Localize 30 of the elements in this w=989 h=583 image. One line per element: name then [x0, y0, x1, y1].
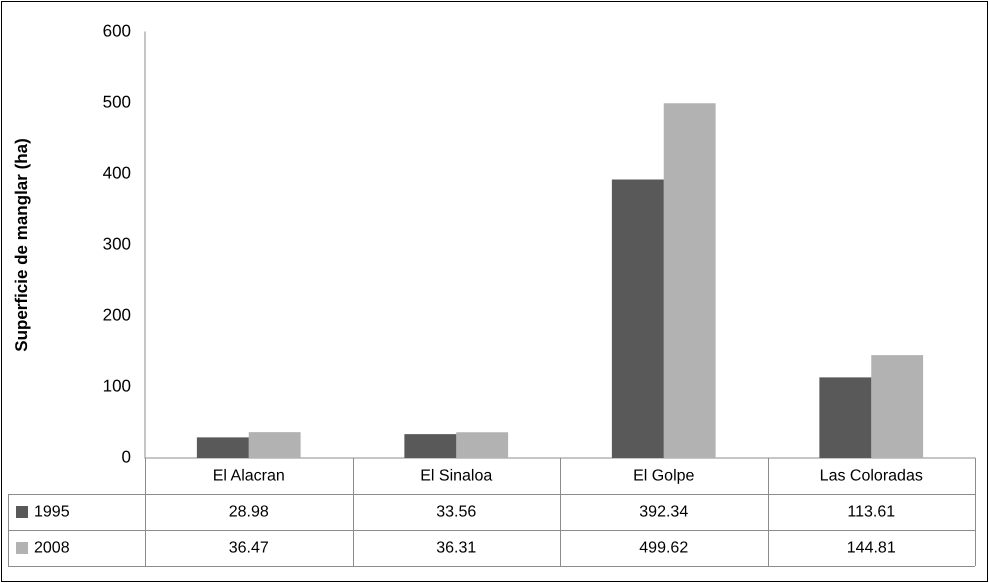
x-tick-label: Las Coloradas [820, 467, 923, 484]
data-label: 36.47 [228, 539, 269, 556]
data-label: 33.56 [436, 503, 476, 520]
bar [871, 355, 924, 458]
bar [819, 377, 872, 458]
data-label: 499.62 [639, 539, 688, 556]
y-tick-label: 300 [102, 234, 131, 254]
bar [456, 432, 508, 458]
x-tick-label: El Golpe [633, 467, 695, 484]
bar [612, 179, 664, 458]
x-tick-label: El Alacran [212, 467, 285, 484]
y-tick-label: 100 [102, 376, 131, 396]
data-label: 36.31 [436, 539, 476, 556]
bar [196, 437, 249, 458]
data-label: 392.34 [639, 503, 688, 520]
legend-label: 1995 [34, 503, 70, 520]
data-label: 144.81 [846, 539, 896, 556]
y-tick-label: 500 [102, 92, 131, 112]
y-tick-label: 400 [102, 164, 131, 183]
y-tick-label: 200 [102, 306, 131, 325]
y-tick-label: 600 [102, 22, 131, 41]
data-label: 113.61 [847, 503, 896, 520]
bar [404, 434, 456, 458]
y-axis-title: Superficie de manglar (ha) [12, 138, 31, 352]
data-label: 28.98 [228, 503, 269, 520]
y-tick-label: 0 [122, 448, 131, 467]
legend-label: 2008 [34, 539, 70, 556]
bar [248, 432, 301, 458]
x-tick-label: El Sinaloa [420, 467, 492, 484]
bar [664, 103, 716, 458]
